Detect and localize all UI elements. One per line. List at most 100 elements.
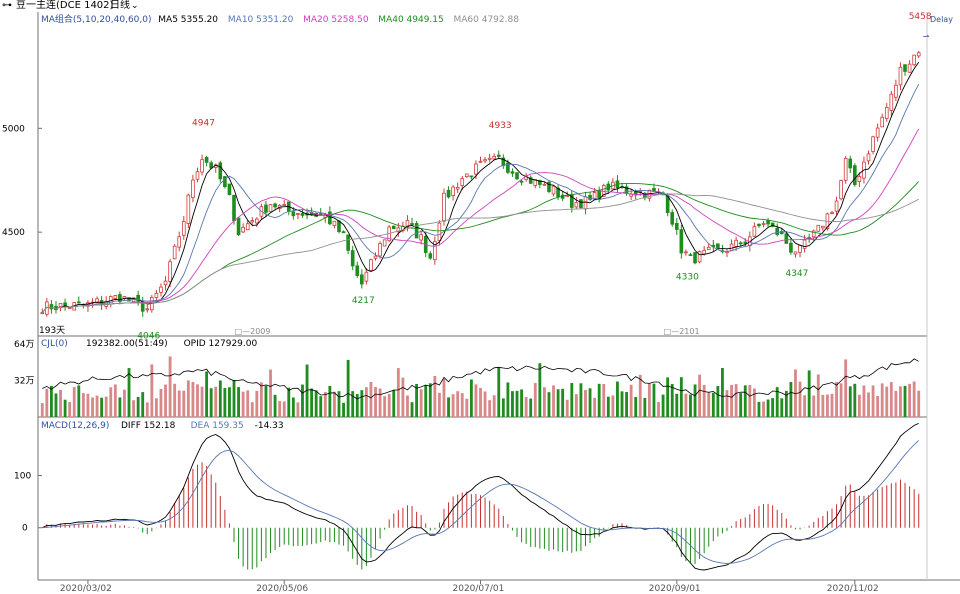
chevron-down-icon[interactable]: ⌄ <box>131 1 139 11</box>
volume-bar <box>839 383 843 417</box>
volume-bar <box>561 388 565 417</box>
volume-bar <box>903 385 907 417</box>
volume-bar <box>579 383 583 417</box>
candle <box>907 63 912 73</box>
candle <box>241 226 245 233</box>
volume-bar <box>296 402 300 417</box>
volume-bar <box>506 382 510 417</box>
volume-bar <box>552 385 555 417</box>
candle <box>743 241 748 244</box>
volume-bar <box>812 395 816 417</box>
candle <box>163 280 168 286</box>
candle <box>382 239 387 247</box>
volume-bar <box>337 391 341 417</box>
volume-bar <box>835 382 838 417</box>
candle <box>903 64 907 72</box>
volume-bar <box>100 397 104 417</box>
volume-bar <box>497 367 501 417</box>
volume-bar <box>241 391 245 417</box>
link-icon[interactable]: ⊶ <box>2 0 12 11</box>
candle <box>118 294 122 303</box>
price-annotation: 4947 <box>192 118 215 128</box>
candle <box>405 220 410 228</box>
candle <box>483 159 487 162</box>
volume-bar <box>95 395 99 417</box>
volume-bar <box>200 386 204 417</box>
candle <box>95 298 99 304</box>
candle <box>45 301 49 315</box>
volume-bar <box>702 384 706 417</box>
volume-bar <box>698 374 702 417</box>
price-annotation: 5458 <box>909 12 932 22</box>
candle <box>419 234 423 241</box>
candle <box>364 271 369 282</box>
volume-bar <box>355 394 359 417</box>
volume-bar <box>483 391 487 417</box>
volume-bar <box>333 391 336 417</box>
volume-bar <box>369 381 373 417</box>
volume-bar <box>775 387 779 417</box>
candle <box>912 54 916 66</box>
price-annotation: 4347 <box>785 269 808 279</box>
volume-bar <box>634 397 638 417</box>
volume-bar <box>816 374 820 417</box>
volume-bar <box>374 386 377 417</box>
volume-bar <box>602 383 606 417</box>
candle <box>538 179 542 185</box>
dea-line <box>42 440 920 564</box>
ma-legend-item: MA20 5258.50 <box>303 15 369 25</box>
candle <box>127 297 131 302</box>
x-tick-label: 2020/11/02 <box>827 584 879 594</box>
candle <box>551 185 556 195</box>
candle <box>332 220 337 227</box>
volume-bar <box>301 384 304 417</box>
candle <box>674 222 679 230</box>
volume-bar <box>830 393 834 417</box>
volume-bar <box>597 383 601 417</box>
volume-bar <box>264 385 268 417</box>
ma-legend-name: MA组合(5,10,20,40,60,0) <box>41 13 152 25</box>
volume-bar <box>72 387 76 417</box>
volume-bar <box>287 387 291 417</box>
macd-legend-item: DEA 159.35 <box>191 421 244 431</box>
candle <box>282 204 287 206</box>
volume-bar <box>707 392 711 417</box>
volume-bar <box>150 364 154 417</box>
volume-bar <box>515 390 519 417</box>
volume-bar <box>711 392 715 417</box>
volume-bar <box>49 385 53 417</box>
period-label[interactable]: 日线 <box>110 0 130 11</box>
volume-bar <box>401 377 405 417</box>
volume-bar <box>743 385 747 417</box>
price-annotation: 4330 <box>676 272 699 282</box>
volume-bar <box>246 390 250 417</box>
volume-bar <box>821 394 825 417</box>
candle <box>866 153 871 162</box>
volume-bar <box>310 388 314 417</box>
volume-bar <box>424 384 428 417</box>
volume-bar <box>871 385 875 417</box>
candle <box>871 136 875 152</box>
volume-bar <box>762 401 765 417</box>
volume-bar <box>616 381 619 417</box>
candle <box>519 180 524 183</box>
price-annotation: 4933 <box>489 121 512 131</box>
ma-legend-item: MA60 4792.88 <box>454 15 520 25</box>
volume-bar <box>364 387 368 417</box>
volume-bar <box>848 386 852 417</box>
volume-bar <box>643 397 647 417</box>
candle <box>346 234 350 251</box>
volume-bar <box>474 384 478 417</box>
volume-bar <box>387 394 391 417</box>
volume-bar <box>894 390 898 417</box>
candle <box>223 176 227 188</box>
candle <box>898 66 903 86</box>
x-tick-label: 2020/03/02 <box>60 584 112 594</box>
ma-legend-item: MA5 5355.20 <box>158 15 218 25</box>
candle <box>579 199 583 209</box>
volume-bar <box>346 359 350 417</box>
volume-bar <box>766 399 770 417</box>
vol-legend-name: CJL(0) <box>41 339 68 349</box>
instrument-title[interactable]: 豆一主连(DCE 1402) <box>16 0 114 11</box>
